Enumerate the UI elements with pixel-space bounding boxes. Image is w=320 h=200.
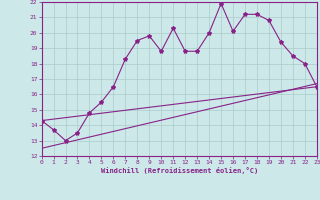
X-axis label: Windchill (Refroidissement éolien,°C): Windchill (Refroidissement éolien,°C) (100, 167, 258, 174)
